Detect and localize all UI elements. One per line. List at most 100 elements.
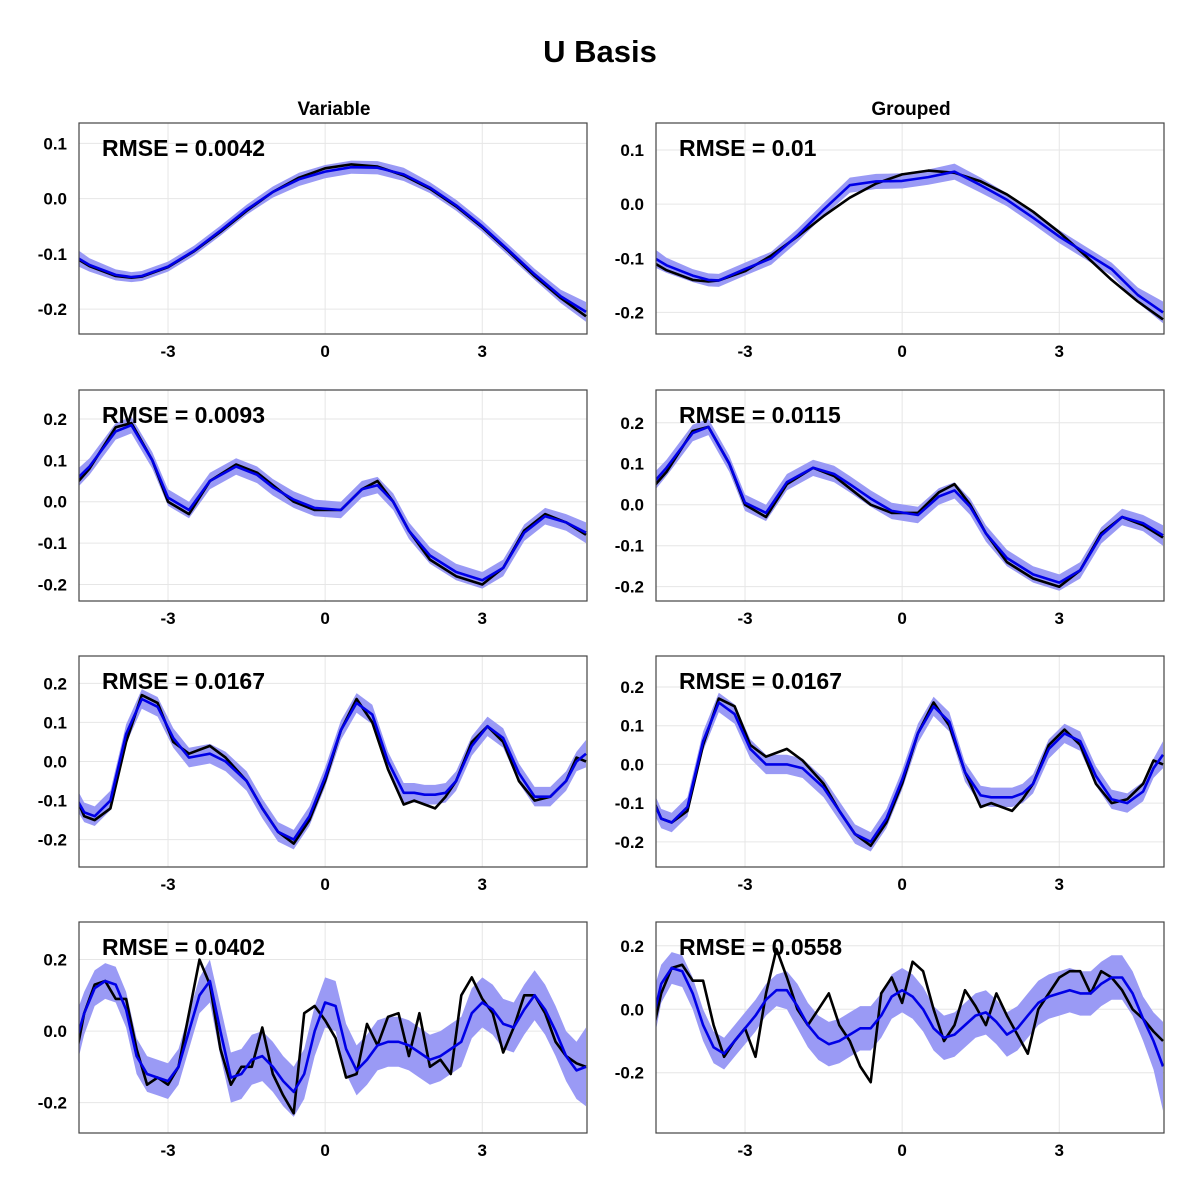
y-tick-label: -0.1 <box>615 537 644 556</box>
y-tick-label: 0.0 <box>620 195 644 214</box>
rmse-annotation: RMSE = 0.01 <box>679 135 817 161</box>
plot-area <box>656 947 1164 1111</box>
x-tick-label: -3 <box>737 1141 752 1160</box>
plot-area <box>79 160 587 322</box>
x-tick-label: 3 <box>1055 342 1064 361</box>
x-tick-label: 0 <box>897 342 906 361</box>
x-tick-label: -3 <box>737 342 752 361</box>
estimate-line <box>79 697 587 841</box>
x-tick-label: 3 <box>478 342 487 361</box>
uncertainty-band <box>656 952 1163 1111</box>
column-title-variable: Variable <box>297 99 371 120</box>
y-tick-label: 0.0 <box>43 1022 67 1041</box>
estimate-line <box>656 701 1164 844</box>
estimate-line <box>656 425 1164 584</box>
x-tick-label: 3 <box>478 1141 487 1160</box>
y-tick-label: 0.0 <box>620 1000 644 1019</box>
x-tick-label: -3 <box>160 342 175 361</box>
y-tick-label: -0.2 <box>38 300 67 319</box>
axes-frame <box>655 122 1165 335</box>
x-tick-label: -3 <box>737 875 752 894</box>
estimate-line <box>79 423 587 582</box>
y-tick-label: 0.1 <box>43 134 67 153</box>
y-tick-label: 0.2 <box>620 414 644 433</box>
rmse-annotation: RMSE = 0.0402 <box>102 934 265 960</box>
x-tick-label: -3 <box>160 875 175 894</box>
uncertainty-band <box>79 959 586 1117</box>
column-title-grouped: Grouped <box>871 99 951 120</box>
y-tick-label: 0.0 <box>620 496 644 515</box>
x-tick-label: -3 <box>737 609 752 628</box>
x-tick-label: 0 <box>320 875 329 894</box>
x-tick-label: 3 <box>1055 1141 1064 1160</box>
plot-area <box>79 958 587 1117</box>
y-tick-label: 0.1 <box>620 455 644 474</box>
plot-area <box>656 163 1164 324</box>
panel-variable-3: -3 0 3 -0.2 -0.1 0.0 0.1 0.2 RMSE = 0.0167 <box>38 655 588 894</box>
rmse-annotation: RMSE = 0.0115 <box>679 402 841 428</box>
plot-area <box>79 689 587 850</box>
x-tick-label: 0 <box>897 609 906 628</box>
y-tick-label: -0.2 <box>615 578 644 597</box>
y-tick-label: -0.2 <box>38 1094 67 1113</box>
panel-variable-2: -3 0 3 -0.2 -0.1 0.0 0.1 0.2 RMSE = 0.0093 <box>38 389 588 628</box>
axes-frame <box>655 389 1165 602</box>
y-tick-label: 0.0 <box>43 190 67 209</box>
rmse-annotation: RMSE = 0.0093 <box>102 402 265 428</box>
y-tick-label: 0.1 <box>620 717 644 736</box>
x-tick-label: 0 <box>897 1141 906 1160</box>
x-tick-label: 3 <box>1055 609 1064 628</box>
panel-variable-1: -3 0 3 -0.2 -0.1 0.0 0.1 RMSE = 0.0042 <box>38 122 588 361</box>
panel-grouped-2: -3 0 3 -0.2 -0.1 0.0 0.1 0.2 RMSE = 0.0115 <box>615 389 1165 628</box>
rmse-annotation: RMSE = 0.0167 <box>102 668 265 694</box>
x-tick-label: 3 <box>478 875 487 894</box>
y-tick-label: 0.2 <box>43 410 67 429</box>
y-tick-label: -0.1 <box>38 792 67 811</box>
y-tick-label: 0.1 <box>620 141 644 160</box>
x-tick-label: 3 <box>478 609 487 628</box>
y-tick-label: 0.2 <box>620 678 644 697</box>
x-tick-label: 0 <box>320 342 329 361</box>
estimate-line <box>79 165 587 314</box>
uncertainty-band <box>656 163 1163 324</box>
plot-area <box>656 418 1164 591</box>
uncertainty-band <box>656 418 1163 591</box>
y-tick-label: -0.2 <box>615 1064 644 1083</box>
truth-line <box>656 947 1164 1084</box>
estimate-line <box>656 966 1164 1067</box>
estimate-line <box>79 979 587 1094</box>
y-tick-label: 0.1 <box>43 451 67 470</box>
y-tick-label: 0.2 <box>43 951 67 970</box>
x-tick-label: 0 <box>320 1141 329 1160</box>
plot-area <box>656 692 1164 852</box>
panel-grouped-3: -3 0 3 -0.2 -0.1 0.0 0.1 0.2 RMSE = 0.0167 <box>615 655 1165 894</box>
y-tick-label: -0.2 <box>38 831 67 850</box>
y-tick-label: 0.2 <box>620 937 644 956</box>
rmse-annotation: RMSE = 0.0558 <box>679 934 842 960</box>
axes-frame <box>78 122 588 335</box>
plot-area <box>79 416 587 589</box>
rmse-annotation: RMSE = 0.0167 <box>679 668 842 694</box>
truth-line <box>79 958 587 1115</box>
axes-frame <box>655 655 1165 868</box>
y-tick-label: 0.0 <box>620 755 644 774</box>
y-tick-label: -0.1 <box>38 534 67 553</box>
rmse-annotation: RMSE = 0.0042 <box>102 135 265 161</box>
x-tick-label: 0 <box>897 875 906 894</box>
y-tick-label: 0.2 <box>43 674 67 693</box>
uncertainty-band <box>79 416 586 589</box>
y-tick-label: -0.2 <box>615 303 644 322</box>
panel-variable-4: -3 0 3 -0.2 0.0 0.2 RMSE = 0.0402 <box>38 921 588 1160</box>
axes-frame <box>78 655 588 868</box>
y-tick-label: -0.1 <box>615 249 644 268</box>
x-tick-label: -3 <box>160 1141 175 1160</box>
panel-grouped-4: -3 0 3 -0.2 0.0 0.2 RMSE = 0.0558 <box>615 921 1165 1160</box>
y-tick-label: -0.2 <box>38 575 67 594</box>
y-tick-label: -0.2 <box>615 833 644 852</box>
panel-grouped-1: -3 0 3 -0.2 -0.1 0.0 0.1 RMSE = 0.01 <box>615 122 1165 361</box>
y-tick-label: 0.1 <box>43 713 67 732</box>
y-tick-label: -0.1 <box>615 794 644 813</box>
axes-frame <box>78 389 588 602</box>
x-tick-label: -3 <box>160 609 175 628</box>
